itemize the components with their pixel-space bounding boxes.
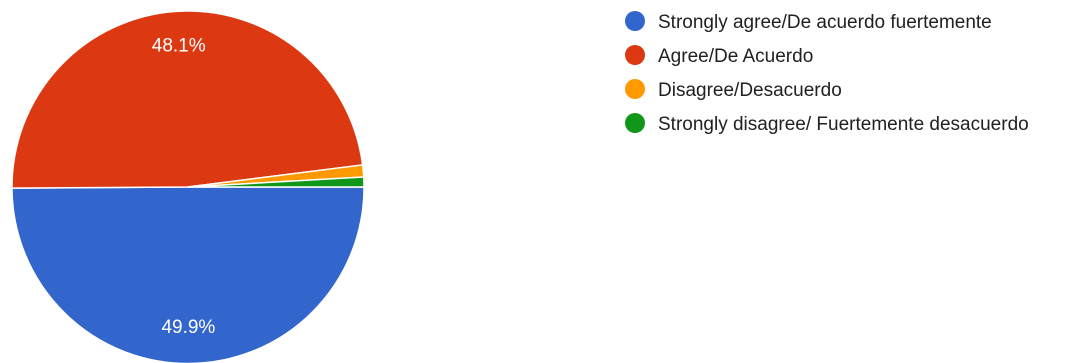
legend-label: Agree/De Acuerdo xyxy=(658,46,814,67)
legend-label: Strongly agree/De acuerdo fuertemente xyxy=(658,12,992,33)
legend-item-disagree[interactable]: Disagree/Desacuerdo xyxy=(625,78,1080,104)
slice-agree[interactable] xyxy=(11,10,364,189)
legend: Strongly agree/De acuerdo fuertemente Ag… xyxy=(625,10,1080,146)
legend-label: Disagree/Desacuerdo xyxy=(658,80,842,101)
slice-label: 49.9% xyxy=(161,317,215,338)
legend-swatch xyxy=(625,79,645,99)
slice-strongly-agree[interactable] xyxy=(11,186,365,363)
pie-chart: 49.9% 48.1% xyxy=(11,10,365,363)
legend-item-agree[interactable]: Agree/De Acuerdo xyxy=(625,44,1080,70)
legend-swatch xyxy=(625,45,645,65)
slice-strongly-disagree[interactable] xyxy=(187,176,365,188)
slice-label: 48.1% xyxy=(152,36,206,57)
legend-label: Strongly disagree/ Fuertemente desacuerd… xyxy=(658,114,1029,135)
legend-item-strongly-agree[interactable]: Strongly agree/De acuerdo fuertemente xyxy=(625,10,1080,36)
legend-item-strongly-disagree[interactable]: Strongly disagree/ Fuertemente desacuerd… xyxy=(625,112,1080,138)
legend-swatch xyxy=(625,11,645,31)
legend-swatch xyxy=(625,113,645,133)
